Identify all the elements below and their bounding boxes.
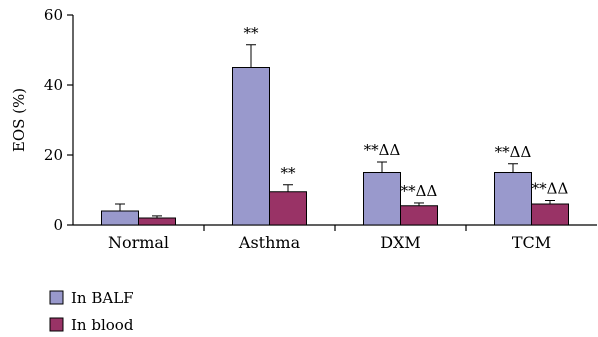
y-tick-label: 20 (44, 146, 63, 164)
y-tick-label: 60 (44, 6, 63, 24)
x-category-label: TCM (512, 233, 551, 252)
bar (138, 217, 176, 226)
bar (531, 203, 569, 226)
significance-label: **ΔΔ (495, 143, 532, 161)
legend-label: In blood (71, 316, 134, 334)
x-category-label: Asthma (238, 233, 301, 252)
significance-label: ** (244, 24, 260, 42)
bar (232, 67, 270, 226)
legend-swatch (49, 317, 64, 332)
y-tick-label: 0 (53, 216, 63, 234)
chart-bars (101, 44, 569, 226)
y-axis-title: EOS (%) (10, 88, 28, 152)
legend-label: In BALF (71, 289, 134, 307)
significance-label: ** (281, 164, 297, 182)
significance-label: **ΔΔ (401, 182, 438, 200)
legend-swatch (49, 290, 64, 305)
bar (101, 210, 139, 226)
chart-axes: 0 20 40 60 EOS (%) Normal Asthma DXM TCM (10, 6, 597, 252)
bar (269, 191, 307, 226)
y-tick-label: 40 (44, 76, 63, 94)
bar (363, 172, 401, 226)
x-category-label: DXM (380, 233, 421, 252)
chart-legend: In BALF In blood (49, 289, 134, 334)
significance-label: **ΔΔ (364, 141, 401, 159)
bar (400, 205, 438, 226)
x-category-label: Normal (108, 233, 169, 252)
chart-annotations: ** **ΔΔ **ΔΔ ** **ΔΔ **ΔΔ (244, 24, 569, 200)
significance-label: **ΔΔ (532, 180, 569, 198)
bar (494, 172, 532, 226)
